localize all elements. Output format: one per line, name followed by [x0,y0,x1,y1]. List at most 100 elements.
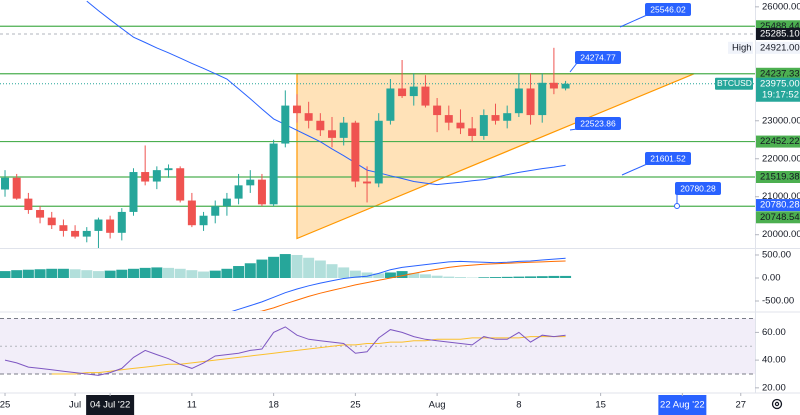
macd-histogram-bar [151,267,163,278]
candle-body [82,230,91,237]
x-tick-label: 27 [735,400,746,411]
macd-histogram-bar [127,268,139,278]
macd-histogram-bar [454,277,466,278]
macd-histogram-bar [303,257,315,278]
macd-histogram-bar [69,269,81,278]
candle-body [281,105,290,144]
macd-histogram-bar [268,256,280,278]
x-tick-label: 04 Jul '22 [90,400,130,411]
level-label: 25488.44 [760,21,800,32]
marker-label-bg [756,27,800,40]
x-tick-label: 25 [350,400,361,411]
candle-body [129,172,138,212]
level-label-bg [756,171,800,184]
macd-histogram-bar [0,271,11,278]
level-label: 21519.38 [760,172,800,183]
x-tick-highlight [658,395,707,415]
callout-pointer [619,14,648,28]
macd-histogram-bar [291,254,303,278]
candle-body [409,86,418,97]
macd-histogram-bar [314,260,326,278]
macd-histogram-bar [57,268,69,278]
y-tick-label: 0.00 [762,273,781,284]
callout-label: 25546.02 [650,4,686,14]
macd-histogram-bar [361,272,373,278]
macd-line [231,257,566,311]
candle-body [538,82,547,116]
candle-body [24,198,33,211]
macd-histogram-bar [419,274,431,278]
candle-body [222,198,231,207]
macd-histogram-bar [560,275,572,278]
callout-box [675,182,721,195]
candle-body [36,210,45,218]
candle-body [468,128,477,136]
high-tag-bg [728,41,753,54]
y-tick-label: 20000.00 [762,229,800,240]
alert-label-bg [756,199,800,212]
candle-body [269,143,278,205]
x-tick-highlight [86,395,135,415]
macd-histogram-bar [373,273,385,278]
callout-box [575,51,621,64]
x-tick-label: Aug [429,400,446,411]
candle-body [47,217,56,226]
level-label: 22452.22 [760,136,800,147]
macd-histogram-bar [513,276,525,278]
y-tick-label: 500.00 [762,249,791,260]
countdown: 19:17:52 [762,89,799,100]
x-tick-label: 18 [268,400,279,411]
macd-histogram-bar [396,271,408,278]
callout-pointer [621,163,648,176]
macd-histogram-bar [338,267,350,278]
level-label-bg [756,211,800,224]
settings-icon[interactable] [771,398,783,410]
high-label-value-bg [756,41,800,54]
callout-label: 20780.28 [680,183,716,193]
macd-histogram-bar [349,270,361,278]
candle-body [71,230,80,237]
candle-body [514,88,523,114]
candle-body [339,122,348,138]
macd-histogram-bar [163,267,175,278]
candle-body [433,105,442,116]
macd-histogram-bar [22,269,34,278]
macd-histogram-bar [139,267,151,278]
candle-body [421,86,430,106]
macd-histogram-bar [104,270,116,278]
candle-body [386,88,395,121]
candle-body [12,177,21,199]
candle-body [141,172,150,182]
macd-histogram-bar [233,266,245,278]
candle-body [187,200,196,226]
rsi-ma-line [51,336,566,375]
macd-histogram-bar [116,269,128,278]
candle-body [59,225,68,231]
macd-histogram-bar [186,270,198,278]
macd-histogram-bar [209,270,221,278]
candle-body [94,219,103,231]
symbol-tag-bg [715,77,753,90]
y-tick-label: 21000.00 [762,191,800,202]
callout-pointer [569,62,578,73]
level-label-bg [756,135,800,148]
candle-body [479,115,488,136]
macd-histogram-bar [92,271,104,278]
candle-body [526,88,535,116]
price-panel [0,0,755,248]
callout-box [645,152,691,165]
candle-body [117,211,126,233]
candle-body [491,115,500,121]
callout-label: 21601.52 [650,153,686,163]
rsi-line [4,326,566,376]
candle-body [246,179,255,186]
macd-histogram-bar [256,259,268,278]
y-tick-label: 60.00 [762,327,786,338]
x-tick-label: 11 [187,400,197,411]
high-label-value: 24921.00 [760,42,800,53]
x-tick-label: 25 [0,400,10,411]
macd-histogram-bar [501,276,513,278]
